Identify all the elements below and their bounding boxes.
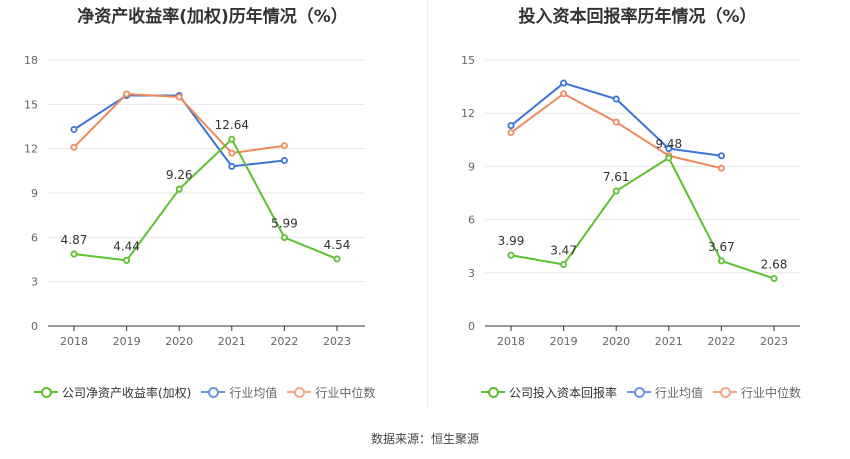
series-industry-median-point — [612, 118, 620, 126]
series-industry-mean-point — [280, 156, 288, 164]
series-company-point — [123, 256, 131, 264]
x-tick-label: 2021 — [655, 335, 683, 348]
legend-line-marker-icon — [481, 385, 505, 399]
series-industry-median-point — [228, 149, 236, 157]
legend-label: 行业中位数 — [741, 385, 802, 400]
y-tick-label: 12 — [461, 107, 475, 120]
series-industry-mean-point — [70, 125, 78, 133]
series-industry-mean-point — [507, 122, 515, 130]
x-tick-label: 2020 — [165, 335, 193, 348]
x-tick-label: 2020 — [602, 335, 630, 348]
series-industry-median-point — [175, 93, 183, 101]
series-industry-median-line — [510, 92, 722, 170]
y-tick-label: 6 — [31, 231, 38, 244]
series-industry-median-line — [73, 92, 285, 155]
y-tick-label: 0 — [468, 320, 475, 333]
series-company-point — [560, 260, 568, 268]
data-label: 3.99 — [498, 234, 525, 248]
x-tick-label: 2022 — [707, 335, 735, 348]
legend-label: 行业均值 — [229, 385, 278, 400]
legend-item-industry-median[interactable]: 行业中位数 — [287, 384, 375, 401]
data-label: 4.54 — [324, 238, 351, 252]
y-tick-label: 3 — [468, 267, 475, 280]
legend-item-company[interactable]: 公司投入资本回报率 — [481, 384, 617, 401]
series-industry-mean-point — [665, 145, 673, 153]
data-label: 7.61 — [603, 170, 630, 184]
data-label: 4.87 — [61, 233, 88, 247]
series-industry-median-point — [560, 90, 568, 98]
series-company-point — [507, 251, 515, 259]
y-tick-label: 3 — [31, 276, 38, 289]
series-company-point — [333, 255, 341, 263]
y-tick-label: 9 — [31, 187, 38, 200]
y-tick-label: 18 — [24, 54, 38, 67]
series-industry-mean-point — [560, 79, 568, 87]
data-label: 5.99 — [271, 216, 298, 230]
legend-item-industry-mean[interactable]: 行业均值 — [627, 384, 703, 401]
data-label: 9.26 — [166, 168, 193, 182]
data-label: 3.67 — [708, 240, 735, 254]
x-tick-label: 2021 — [218, 335, 246, 348]
chart-legend: 公司净资产收益率(加权) 行业均值 行业中位数 — [34, 383, 385, 401]
legend-item-company[interactable]: 公司净资产收益率(加权) — [34, 384, 191, 401]
x-tick-label: 2019 — [113, 335, 141, 348]
x-tick-label: 2022 — [270, 335, 298, 348]
series-industry-mean-point — [717, 152, 725, 160]
legend-item-industry-mean[interactable]: 行业均值 — [201, 384, 277, 401]
data-label: 12.64 — [215, 118, 249, 132]
series-company-point — [770, 274, 778, 282]
series-company-line — [73, 138, 338, 262]
legend-line-marker-icon — [201, 385, 226, 399]
data-label: 9.48 — [655, 137, 682, 151]
series-industry-median-point — [280, 142, 288, 150]
legend-item-industry-median[interactable]: 行业中位数 — [713, 384, 801, 401]
y-tick-label: 15 — [24, 98, 38, 111]
chart-title: 净资产收益率(加权)历年情况（%） — [77, 7, 348, 27]
x-tick-label: 2018 — [497, 335, 525, 348]
y-tick-label: 15 — [461, 54, 475, 67]
chart-panel-roe: 净资产收益率(加权)历年情况（%） 0 3 6 9 12 15 18 2018 2019 2020… — [0, 0, 425, 410]
series-company-point — [665, 154, 673, 162]
series-industry-mean-line — [73, 94, 285, 168]
y-tick-label: 12 — [24, 143, 38, 156]
line-chart-roe: 0 3 6 9 12 15 18 2018 2019 2020 2021 2022 2023 4.87 4.… — [24, 54, 365, 348]
legend-line-marker-icon — [34, 385, 58, 399]
data-source-note: 数据来源：恒生聚源 — [370, 432, 479, 446]
y-tick-label: 6 — [468, 214, 475, 227]
chart-legend: 公司投入资本回报率 行业均值 行业中位数 — [481, 383, 811, 401]
series-company-line — [510, 156, 775, 280]
chart-title: 投入资本回报率历年情况（%） — [518, 7, 757, 27]
series-company-point — [280, 233, 288, 241]
series-industry-median-point — [717, 164, 725, 172]
series-industry-mean-point — [228, 162, 236, 170]
data-label: 2.68 — [761, 257, 788, 271]
legend-label: 公司投入资本回报率 — [509, 385, 618, 400]
data-label: 3.47 — [550, 243, 577, 257]
line-chart-roic: 0 3 6 9 12 15 2018 2019 2020 2021 2022 2023 3.99 3.47… — [461, 54, 800, 348]
series-industry-median-point — [70, 143, 78, 151]
x-tick-label: 2018 — [60, 335, 88, 348]
series-company-point — [717, 257, 725, 265]
series-industry-median-point — [123, 90, 131, 98]
legend-label: 公司净资产收益率(加权) — [62, 385, 192, 400]
x-tick-label: 2023 — [323, 335, 351, 348]
legend-line-marker-icon — [713, 385, 738, 399]
series-industry-mean-point — [612, 95, 620, 103]
legend-line-marker-icon — [627, 385, 652, 399]
y-tick-label: 9 — [468, 160, 475, 173]
y-tick-label: 0 — [31, 320, 38, 333]
series-company-point — [70, 250, 78, 258]
data-label: 4.44 — [113, 239, 140, 253]
x-tick-label: 2019 — [550, 335, 578, 348]
series-company-point — [228, 135, 236, 143]
panel-divider — [427, 0, 428, 410]
series-industry-median-point — [507, 129, 515, 137]
series-company-point — [175, 185, 183, 193]
legend-label: 行业中位数 — [315, 385, 376, 400]
chart-panel-roic: 投入资本回报率历年情况（%） 0 3 6 9 12 15 2018 2019 2020 2021 2… — [425, 0, 850, 410]
legend-line-marker-icon — [287, 385, 312, 399]
legend-label: 行业均值 — [655, 385, 704, 400]
x-tick-label: 2023 — [760, 335, 788, 348]
series-company-point — [612, 187, 620, 195]
